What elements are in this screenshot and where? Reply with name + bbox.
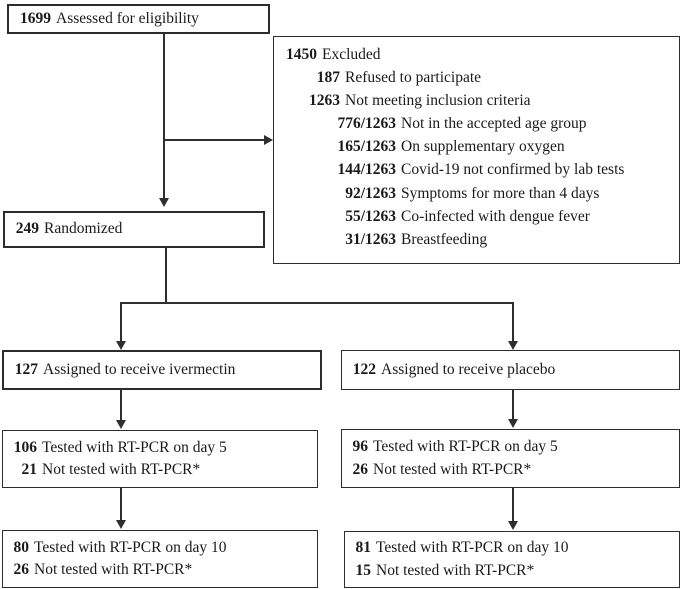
subreason-count: 31/1263 — [345, 230, 396, 248]
flow-line-placebo-to-day5 — [512, 390, 514, 420]
not-tested-count: 26 — [13, 561, 30, 578]
subreason-label: Symptoms for more than 4 days — [401, 184, 600, 202]
flow-line-assessed-to-randomized — [163, 33, 165, 198]
box-excluded: 1450 Excluded 187 Refused to participate… — [273, 36, 680, 264]
subreason-label: Co-infected with dengue fever — [401, 207, 590, 225]
excluded-reason: 1263 Not meeting inclusion criteria — [283, 89, 673, 112]
excluded-subreason: 144/1263 Covid-19 not confirmed by lab t… — [283, 158, 673, 181]
reason-count: 187 — [316, 69, 340, 87]
box-day10-ivermectin: 80 Tested with RT-PCR on day 10 26 Not t… — [2, 530, 318, 588]
assessed-line: 1699 Assessed for eligibility — [18, 8, 262, 31]
day5-ivermectin-tested: 106 Tested with RT-PCR on day 5 — [12, 437, 311, 460]
box-arm-placebo: 122 Assigned to receive placebo — [341, 350, 680, 390]
box-day5-ivermectin: 106 Tested with RT-PCR on day 5 21 Not t… — [2, 430, 318, 488]
randomized-line: 249 Randomized — [14, 218, 257, 241]
flow-line-randomized-to-branch — [165, 247, 167, 304]
flow-branch-line — [120, 302, 514, 304]
not-tested-count: 21 — [21, 461, 38, 478]
arrowhead-down-day5-ivermectin — [116, 420, 126, 429]
box-arm-ivermectin: 127 Assigned to receive ivermectin — [2, 350, 322, 390]
reason-label: Not meeting inclusion criteria — [345, 92, 531, 110]
excluded-subreason: 165/1263 On supplementary oxygen — [283, 135, 673, 158]
tested-count: 81 — [355, 539, 372, 556]
arm-placebo-label: Assigned to receive placebo — [381, 360, 556, 378]
tested-label: Tested with RT-PCR on day 5 — [373, 438, 558, 455]
not-tested-label: Not tested with RT-PCR* — [42, 461, 201, 478]
excluded-count: 1450 — [286, 46, 317, 63]
arm-placebo-count: 122 — [352, 360, 376, 378]
day5-ivermectin-not-tested: 21 Not tested with RT-PCR* — [12, 459, 311, 482]
tested-count: 106 — [13, 438, 37, 456]
arm-ivermectin-label: Assigned to receive ivermectin — [43, 360, 236, 378]
tested-label: Tested with RT-PCR on day 10 — [34, 538, 227, 556]
excluded-line: 1450 Excluded — [283, 43, 673, 66]
day5-placebo-not-tested: 26 Not tested with RT-PCR* — [351, 459, 673, 482]
flow-line-day5-to-day10-placebo — [512, 488, 514, 522]
excluded-subreason: 55/1263 Co-infected with dengue fever — [283, 205, 673, 228]
subreason-label: Breastfeeding — [401, 230, 488, 248]
randomized-label: Randomized — [44, 220, 123, 238]
box-randomized: 249 Randomized — [3, 211, 265, 248]
excluded-subreason: 31/1263 Breastfeeding — [283, 228, 673, 251]
day10-placebo-tested: 81 Tested with RT-PCR on day 10 — [354, 537, 673, 560]
excluded-subreason: 92/1263 Symptoms for more than 4 days — [283, 182, 673, 205]
box-day10-placebo: 81 Tested with RT-PCR on day 10 15 Not t… — [344, 531, 680, 588]
flow-line-ivermectin-to-day5 — [120, 390, 122, 421]
arrowhead-down-randomized — [159, 198, 169, 207]
excluded-reason: 187 Refused to participate — [283, 66, 673, 89]
flow-line-branch-to-placebo — [512, 302, 514, 342]
arrowhead-down-day10-ivermectin — [116, 520, 126, 529]
subreason-label: Covid-19 not confirmed by lab tests — [401, 161, 625, 179]
excluded-label: Excluded — [322, 46, 381, 63]
subreason-count: 144/1263 — [337, 161, 396, 179]
randomized-count: 249 — [15, 220, 39, 238]
reason-count: 1263 — [309, 92, 340, 110]
arm-placebo-line: 122 Assigned to receive placebo — [351, 359, 673, 382]
flow-line-branch-to-ivermectin — [120, 302, 122, 342]
not-tested-label: Not tested with RT-PCR* — [373, 460, 532, 478]
arrowhead-down-day5-placebo — [508, 419, 518, 428]
day10-ivermectin-not-tested: 26 Not tested with RT-PCR* — [12, 559, 311, 582]
tested-label: Tested with RT-PCR on day 5 — [42, 438, 227, 456]
tested-label: Tested with RT-PCR on day 10 — [376, 539, 569, 556]
reason-label: Refused to participate — [345, 69, 482, 87]
subreason-count: 165/1263 — [337, 138, 396, 156]
tested-count: 96 — [352, 438, 369, 455]
arrowhead-down-day10-placebo — [508, 521, 518, 530]
box-assessed-eligibility: 1699 Assessed for eligibility — [7, 4, 270, 34]
assessed-label: Assessed for eligibility — [56, 9, 199, 27]
flow-line-day5-to-day10-ivermectin — [120, 488, 122, 521]
day10-placebo-not-tested: 15 Not tested with RT-PCR* — [354, 560, 673, 583]
arm-ivermectin-count: 127 — [14, 360, 38, 378]
subreason-label: Not in the accepted age group — [401, 115, 587, 133]
subreason-count: 776/1263 — [337, 115, 396, 133]
not-tested-count: 26 — [352, 460, 369, 478]
arrowhead-right-excluded — [264, 135, 273, 145]
not-tested-label: Not tested with RT-PCR* — [34, 561, 193, 578]
tested-count: 80 — [13, 538, 30, 556]
box-day5-placebo: 96 Tested with RT-PCR on day 5 26 Not te… — [341, 429, 680, 488]
subreason-label: On supplementary oxygen — [401, 138, 565, 156]
not-tested-count: 15 — [355, 561, 372, 579]
flow-line-to-excluded — [164, 139, 264, 141]
arrowhead-down-ivermectin — [116, 341, 126, 350]
day5-placebo-tested: 96 Tested with RT-PCR on day 5 — [351, 436, 673, 459]
not-tested-label: Not tested with RT-PCR* — [376, 561, 535, 579]
subreason-count: 55/1263 — [345, 207, 396, 225]
subreason-count: 92/1263 — [345, 184, 396, 202]
assessed-count: 1699 — [20, 9, 51, 27]
excluded-subreason: 776/1263 Not in the accepted age group — [283, 112, 673, 135]
arm-ivermectin-line: 127 Assigned to receive ivermectin — [13, 359, 314, 382]
arrowhead-down-placebo — [508, 341, 518, 350]
day10-ivermectin-tested: 80 Tested with RT-PCR on day 10 — [12, 537, 311, 560]
